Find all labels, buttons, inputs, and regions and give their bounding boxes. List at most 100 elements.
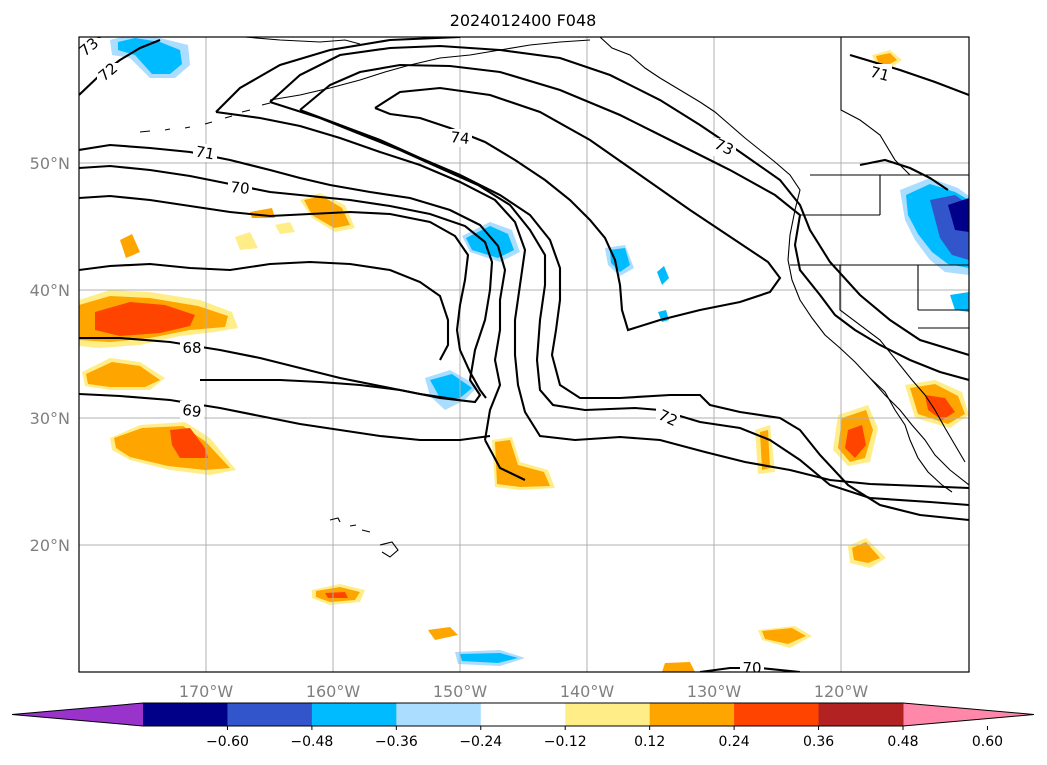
colorbar-tick-label: 0.12 xyxy=(634,734,665,750)
anomaly-blob-positive xyxy=(845,425,866,458)
anomaly-blob-positive xyxy=(95,302,195,336)
lon-label-150w: 150°W xyxy=(433,682,488,701)
anomaly-blob-negative xyxy=(430,374,472,398)
province-lines xyxy=(840,37,969,176)
colorbar-tick-label: 0.60 xyxy=(972,734,1003,750)
longitude-labels: 170°W 160°W 150°W 140°W 130°W 120°W xyxy=(179,682,869,701)
svg-text:71: 71 xyxy=(194,142,216,163)
colorbar-swatch xyxy=(818,703,904,726)
anomaly-blob-positive xyxy=(495,440,550,487)
anomaly-blob-positive xyxy=(762,628,806,644)
colorbar-extend-high xyxy=(903,703,1034,726)
colorbar-swatch xyxy=(480,703,566,726)
contour-label: 71 xyxy=(868,63,892,85)
contour-69 xyxy=(79,260,450,361)
colorbar-tick-label: −0.12 xyxy=(544,734,587,750)
contour-label: 72 xyxy=(656,406,681,430)
contour-label: 74 xyxy=(448,128,472,148)
lat-label-40n: 40°N xyxy=(30,281,70,300)
colorbar-tick-label: 0.24 xyxy=(719,734,750,750)
lon-label-170w: 170°W xyxy=(179,682,234,701)
anomaly-blob-negative xyxy=(657,266,669,285)
contour-label: 69 xyxy=(180,401,204,421)
svg-text:70: 70 xyxy=(230,178,251,198)
lon-label-140w: 140°W xyxy=(560,682,615,701)
anomaly-blob-positive xyxy=(120,234,140,258)
anomaly-blob-positive xyxy=(925,395,955,420)
anomaly-blob-positive xyxy=(428,627,458,640)
contour-69-south xyxy=(79,392,491,442)
contour-71-ne xyxy=(849,53,969,96)
lon-label-120w: 120°W xyxy=(814,682,869,701)
contour-72-nw xyxy=(79,39,161,96)
gulf-of-california-coast xyxy=(911,379,966,463)
lon-label-130w: 130°W xyxy=(687,682,742,701)
baja-california-coast xyxy=(869,377,953,493)
hawaii-islands xyxy=(329,517,399,558)
anomaly-blob-positive xyxy=(170,428,208,458)
contour-label: 68 xyxy=(180,338,204,357)
aleutian-islands xyxy=(139,102,271,133)
contour-label: 70 xyxy=(228,178,252,198)
anomaly-blob-negative xyxy=(950,292,969,312)
colorbar-tick-label: −0.24 xyxy=(459,734,502,750)
colorbar-swatch xyxy=(311,703,397,726)
contour-label: 73 xyxy=(79,37,102,60)
lat-label-30n: 30°N xyxy=(30,409,70,428)
map-frame xyxy=(78,36,970,673)
colorbar-extend-low xyxy=(12,703,143,726)
colorbar-tick-label: −0.36 xyxy=(375,734,418,750)
lat-label-20n: 20°N xyxy=(30,536,70,555)
svg-text:74: 74 xyxy=(450,128,471,148)
svg-text:68: 68 xyxy=(182,339,201,357)
anomaly-blob-positive xyxy=(662,662,695,672)
us-state-lines xyxy=(790,175,969,381)
contour-label: 73 xyxy=(712,135,737,159)
svg-text:71: 71 xyxy=(868,63,891,85)
contour-73 xyxy=(299,63,969,522)
anomaly-blob-positive xyxy=(876,53,897,65)
anomaly-blob-positive xyxy=(304,196,350,228)
contour-70-ne xyxy=(859,158,949,191)
anomaly-blob-positive xyxy=(275,222,295,234)
anomaly-blob-negative xyxy=(460,653,518,663)
contour-72 xyxy=(269,44,969,507)
contour-lines xyxy=(79,37,969,672)
anomaly-blob-positive xyxy=(86,362,160,387)
colorbar-swatch xyxy=(396,703,482,726)
colorbar-tick-label: −0.48 xyxy=(290,734,333,750)
anomaly-blob-negative xyxy=(118,38,182,74)
colorbar-swatch xyxy=(565,703,651,726)
colorbar-tick-label: 0.48 xyxy=(887,734,918,750)
colorbar-swatch xyxy=(734,703,820,726)
anomaly-blob-negative xyxy=(610,248,630,272)
anomaly-blob-negative xyxy=(466,226,514,258)
contour-label: 71 xyxy=(193,142,217,164)
anomaly-blob-positive xyxy=(325,592,348,598)
contour-74 xyxy=(374,86,782,332)
colorbar-swatch xyxy=(143,703,228,726)
lon-label-160w: 160°W xyxy=(306,682,361,701)
contour-70-west xyxy=(79,194,487,399)
contour-label: 70 xyxy=(740,659,764,677)
anomaly-blob-positive xyxy=(114,426,230,470)
colorbar: −0.60 −0.48 −0.36 −0.24 −0.12 0.12 0.24 0.36 0.4… xyxy=(11,702,1035,750)
colorbar-tick-label: 0.36 xyxy=(803,734,834,750)
anomaly-blob-negative xyxy=(948,198,969,232)
contour-71 xyxy=(215,37,969,490)
svg-text:69: 69 xyxy=(181,401,202,421)
svg-text:70: 70 xyxy=(742,659,761,677)
colorbar-swatch xyxy=(649,703,735,726)
contour-labels: 73 72 71 70 74 73 xyxy=(79,37,892,677)
map-area: 73 72 71 70 74 73 xyxy=(79,37,969,677)
map-title: 2024012400 F048 xyxy=(450,11,597,30)
colorbar-swatch xyxy=(227,703,313,726)
anomaly-blob-positive xyxy=(235,232,258,250)
north-america-coast xyxy=(599,37,969,486)
colorbar-tick-label: −0.60 xyxy=(206,734,249,750)
contour-label: 72 xyxy=(95,59,121,85)
lat-label-50n: 50°N xyxy=(30,154,70,173)
contour-68 xyxy=(79,336,461,402)
colorbar-outline xyxy=(11,702,1035,727)
